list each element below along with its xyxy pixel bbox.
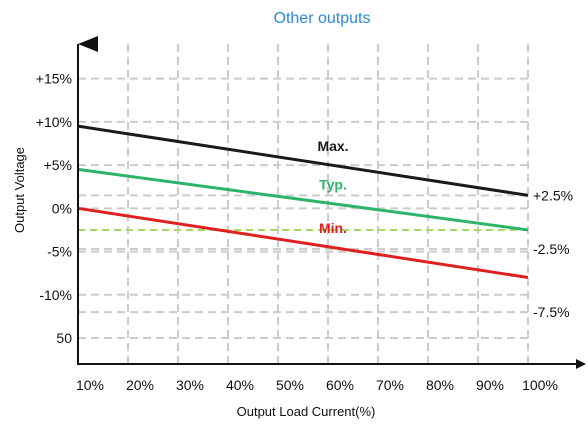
y-tick-label: -10% [39,287,72,303]
end-label: -2.5% [533,241,570,257]
x-tick-label: 100% [522,377,558,393]
end-labels: +2.5% -2.5% -7.5% [533,187,573,320]
y-tick-label: -5% [47,244,72,260]
y-tick-label: +5% [44,157,72,173]
x-axis-label: Output Load Current(%) [237,404,376,419]
series-line-0 [77,124,529,197]
x-tick-label: 90% [476,377,504,393]
y-tick-label: +10% [36,114,72,130]
x-tick-labels: 10% 20% 30% 40% 50% 60% 70% 80% 90% 100% [76,377,558,393]
series-line-1 [77,167,529,232]
series-group: Max. Typ. Min. [77,124,529,279]
end-label: +2.5% [533,187,573,203]
series-label-1: Typ. [319,177,347,193]
axes [77,36,586,369]
x-axis-arrow [576,359,586,369]
grid [78,44,529,364]
series-line-2 [77,206,529,279]
x-tick-label: 40% [226,377,254,393]
end-label: -7.5% [533,304,570,320]
x-tick-label: 10% [76,377,104,393]
x-tick-label: 50% [276,377,304,393]
series-label-0: Max. [317,138,348,154]
y-tick-label: 50 [56,330,72,346]
x-tick-label: 60% [326,377,354,393]
series-label-2: Min. [319,220,347,236]
y-tick-label: 0% [52,200,72,216]
y-tick-labels: +15% +10% +5% 0% -5% -10% 50 [36,71,72,346]
x-tick-label: 30% [176,377,204,393]
x-tick-label: 80% [426,377,454,393]
chart-title: Other outputs [274,10,371,27]
y-axis-label: Output Voltage [12,147,27,233]
x-tick-label: 70% [376,377,404,393]
y-tick-label: +15% [36,71,72,87]
x-tick-label: 20% [126,377,154,393]
